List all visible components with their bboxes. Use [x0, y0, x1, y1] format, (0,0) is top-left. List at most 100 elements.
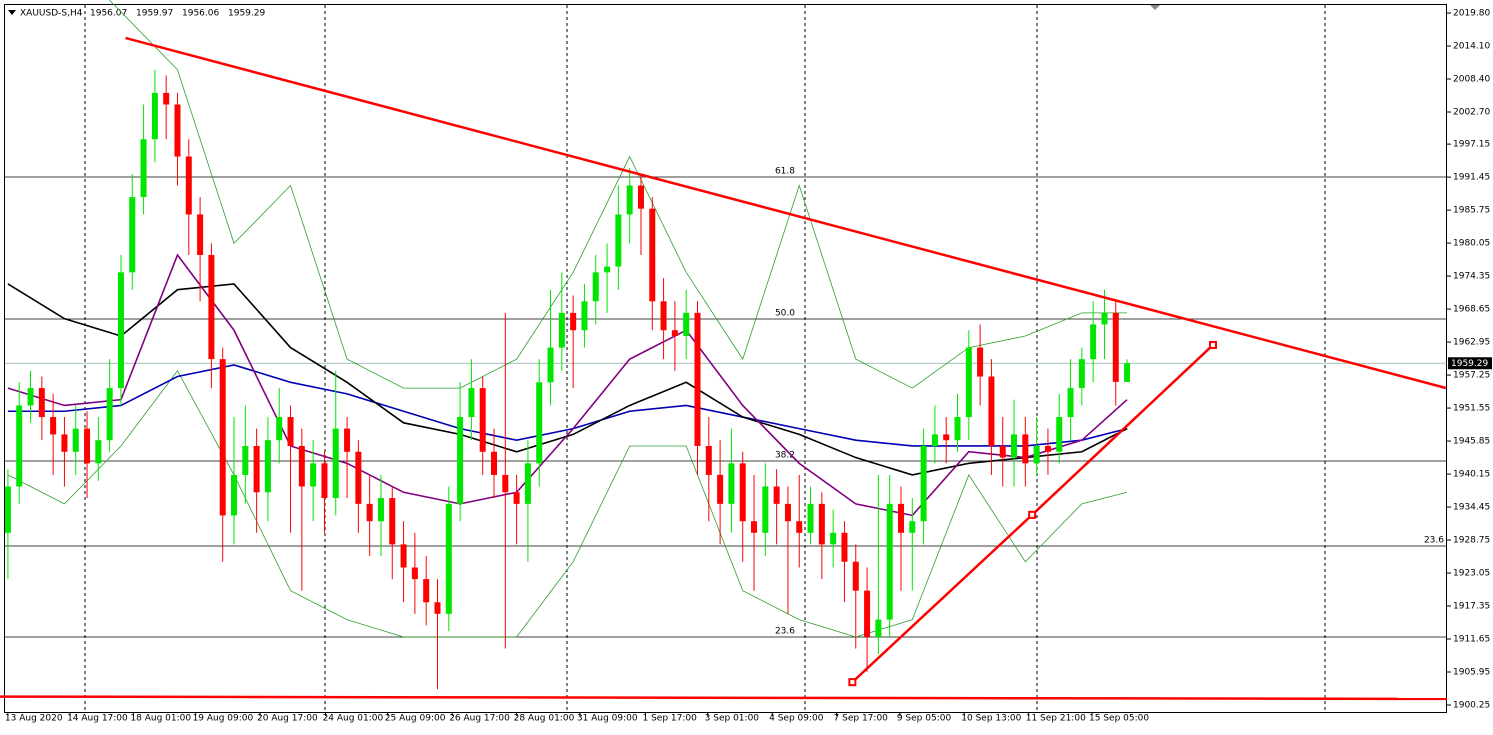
candle-body	[988, 376, 995, 446]
trend-line	[0, 695, 1448, 701]
y-tick-label: 1980.05	[1453, 239, 1490, 249]
candle-body	[864, 590, 871, 637]
candle-body	[637, 185, 644, 209]
candle-body	[219, 359, 226, 516]
candle-body	[705, 445, 712, 475]
candle-body	[174, 104, 181, 157]
indicator-line	[108, 0, 1128, 389]
y-tick-label: 1917.35	[1453, 602, 1490, 612]
candle-body	[72, 428, 79, 452]
candle-body	[524, 463, 531, 504]
candle-body	[1067, 388, 1074, 418]
candle-body	[683, 312, 690, 337]
fibo-label: 50.0	[775, 308, 795, 318]
trend-anchor	[848, 678, 857, 687]
candle-body	[479, 388, 486, 452]
candle-body	[197, 214, 204, 255]
candle-body	[649, 208, 656, 302]
candle-body	[592, 272, 599, 302]
candle-body	[400, 544, 407, 568]
x-tick-label: 18 Aug 01:00	[130, 714, 191, 724]
indicator-line	[7, 253, 1128, 517]
candle-body	[728, 463, 735, 504]
candle-body	[276, 417, 283, 441]
candle-body	[1056, 417, 1063, 452]
candle-body	[897, 503, 904, 533]
trend-anchor	[1028, 510, 1037, 519]
candle-body	[287, 417, 294, 446]
candle-body	[717, 474, 724, 504]
x-tick-label: 20 Aug 17:00	[257, 714, 318, 724]
y-tick-label: 1940.15	[1453, 470, 1490, 480]
x-tick-label: 24 Aug 01:00	[323, 714, 384, 724]
indicator-line	[7, 283, 1128, 476]
candle-body	[355, 451, 362, 504]
x-tick-label: 3 Sep 01:00	[705, 714, 760, 724]
candle-body	[298, 445, 305, 487]
candle-body	[920, 445, 927, 522]
candle-body	[796, 521, 803, 533]
candle-body	[61, 434, 68, 452]
candle-body	[106, 388, 113, 441]
x-tick-label: 10 Sep 13:00	[961, 714, 1021, 724]
y-tick-label: 1985.75	[1453, 206, 1490, 216]
candle-body	[886, 503, 893, 620]
candle-body	[999, 445, 1006, 458]
y-tick-label: 2008.40	[1453, 75, 1490, 85]
candle-body	[977, 347, 984, 377]
candle-body	[491, 451, 498, 475]
y-tick-label: 1997.15	[1453, 140, 1490, 150]
y-tick-label: 1945.85	[1453, 437, 1490, 447]
candle-body	[1044, 445, 1051, 452]
x-tick-label: 19 Aug 09:00	[193, 714, 254, 724]
candle-body	[321, 463, 328, 499]
candle-body	[502, 474, 509, 493]
x-tick-label: 25 Aug 09:00	[385, 714, 446, 724]
x-tick-label: 31 Aug 09:00	[577, 714, 638, 724]
candle-body	[830, 532, 837, 545]
candle-body	[4, 486, 11, 533]
candle-body	[1112, 312, 1119, 382]
candle-body	[27, 388, 34, 406]
trend-line	[125, 36, 1447, 390]
x-tick-label: 28 Aug 01:00	[514, 714, 575, 724]
candle-body	[739, 463, 746, 522]
candle-body	[231, 474, 238, 516]
candle-body	[762, 486, 769, 533]
candle-body	[536, 382, 543, 464]
candle-body	[604, 266, 611, 273]
menu-arrow[interactable]	[8, 10, 16, 15]
y-tick-label: 1951.55	[1453, 404, 1490, 414]
candle-body	[151, 92, 158, 140]
candle-body	[38, 388, 45, 418]
y-tick-label: 1974.35	[1453, 272, 1490, 282]
candle-body	[332, 428, 339, 499]
candle-body	[16, 405, 23, 487]
candle-body	[1011, 434, 1018, 458]
candle-body	[242, 445, 249, 475]
fibo-label: 23.6	[775, 626, 795, 636]
candle-body	[965, 347, 972, 418]
candle-body	[411, 567, 418, 580]
candle-body	[875, 619, 882, 637]
x-tick-label: 1 Sep 17:00	[642, 714, 697, 724]
x-tick-label: 9 Sep 05:00	[897, 714, 952, 724]
candle-body	[163, 92, 170, 105]
candle-body	[807, 503, 814, 533]
y-tick-label: 1911.65	[1453, 635, 1490, 645]
y-tick-label: 2002.70	[1453, 108, 1490, 118]
candle-body	[581, 301, 588, 331]
candle-body	[389, 498, 396, 545]
indicator-line	[7, 369, 1128, 638]
candle-body	[931, 434, 938, 446]
fibo-label: 61.8	[775, 167, 795, 177]
candle-body	[129, 197, 136, 273]
candle-body	[84, 428, 91, 464]
y-tick-label: 1962.95	[1453, 338, 1490, 348]
plot-frame	[4, 4, 1447, 713]
x-tick-label: 4 Sep 09:00	[769, 714, 824, 724]
candle-body	[841, 532, 848, 562]
candle-body	[50, 417, 57, 435]
candle-body	[253, 445, 260, 493]
